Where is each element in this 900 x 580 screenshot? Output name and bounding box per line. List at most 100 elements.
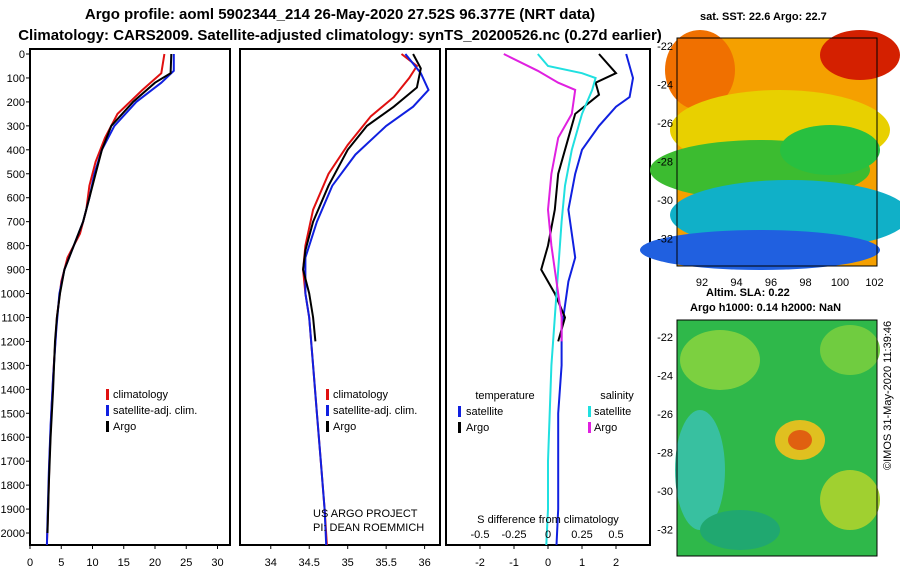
- x-tick-label-secondary: -0.25: [501, 529, 526, 541]
- series-line-temperature-argo: [540, 53, 618, 342]
- map-lat-tick-label: -30: [657, 195, 673, 207]
- map-lat-tick-label: -32: [657, 234, 673, 246]
- legend-swatch: [588, 422, 591, 433]
- series-line-argo: [302, 53, 422, 342]
- x-tick-label: 34: [265, 557, 277, 569]
- sla-patch: [700, 510, 780, 550]
- y-tick-label: 1000: [1, 289, 25, 301]
- legend-label-temp-argo: Argo: [466, 422, 489, 434]
- map-lat-tick-label: -22: [657, 332, 673, 344]
- x-tick-label: 34.5: [299, 557, 320, 569]
- plot-frame-temperature-profile: [29, 48, 231, 546]
- sla-patch: [820, 470, 880, 530]
- series-line-climatology: [45, 53, 166, 546]
- y-tick-label: 900: [7, 265, 25, 277]
- map-lat-tick-label: -28: [657, 157, 673, 169]
- x-tick-label: -2: [475, 557, 485, 569]
- map-lon-tick-label: 100: [831, 277, 849, 289]
- map-lat-tick-label: -24: [657, 371, 673, 383]
- chart-title-line1: Argo profile: aoml 5902344_214 26-May-20…: [84, 6, 596, 23]
- y-tick-label: 1500: [1, 408, 25, 420]
- y-tick-label: 400: [7, 145, 25, 157]
- legend-swatch: [458, 422, 461, 433]
- x-tick-label: 2: [613, 557, 619, 569]
- series-line-satellite-adj-clim-: [304, 53, 430, 546]
- legend-swatch: [326, 389, 329, 400]
- sla-map-title-line2: Argo h1000: 0.14 h2000: NaN: [690, 302, 842, 314]
- legend-label-sal-argo: Argo: [594, 422, 617, 434]
- sst-warm-patch: [820, 30, 900, 80]
- series-line-argo: [46, 53, 173, 534]
- legend-label: climatology: [113, 389, 169, 401]
- sla-map-frame: [676, 319, 878, 557]
- sst-map-title: sat. SST: 22.6 Argo: 22.7: [700, 11, 827, 23]
- map-lat-tick-label: -26: [657, 118, 673, 130]
- x-axis-label: S difference from climatology: [477, 514, 619, 526]
- series-line-temperature-satellite: [555, 53, 635, 546]
- sla-map: [675, 319, 880, 557]
- y-tick-label: 1900: [1, 504, 25, 516]
- y-tick-label: 500: [7, 169, 25, 181]
- legend-heading-temperature: temperature: [475, 390, 534, 402]
- legend-heading-salinity: salinity: [600, 390, 634, 402]
- x-tick-label: 15: [118, 557, 130, 569]
- series-line-salinity-satellite: [537, 53, 597, 546]
- y-tick-label: 800: [7, 241, 25, 253]
- y-tick-label: 1800: [1, 480, 25, 492]
- map-lat-tick-label: -30: [657, 486, 673, 498]
- sla-map-title-line1: Altim. SLA: 0.22: [706, 287, 790, 299]
- x-tick-label: 30: [211, 557, 223, 569]
- legend-label: Argo: [333, 421, 356, 433]
- y-tick-label: 0: [19, 49, 25, 61]
- legend-swatch: [326, 421, 329, 432]
- sla-patch: [820, 325, 880, 375]
- y-tick-label: 700: [7, 217, 25, 229]
- map-lat-tick-label: -32: [657, 525, 673, 537]
- y-tick-label: 1600: [1, 432, 25, 444]
- x-tick-label: 10: [86, 557, 98, 569]
- sst-map-frame: [676, 37, 878, 267]
- x-tick-label-secondary: 0.25: [571, 529, 592, 541]
- x-tick-label-secondary: -0.5: [471, 529, 490, 541]
- sla-patch: [680, 330, 760, 390]
- x-tick-label: 35: [342, 557, 354, 569]
- y-tick-label: 2000: [1, 528, 25, 540]
- x-tick-label: 0: [545, 557, 551, 569]
- map-lon-tick-label: 92: [696, 277, 708, 289]
- sst-cold-band: [640, 230, 880, 270]
- map-lon-tick-label: 96: [765, 277, 777, 289]
- x-tick-label: 5: [58, 557, 64, 569]
- legend-swatch: [106, 405, 109, 416]
- legend-swatch: [458, 406, 461, 417]
- map-lat-tick-label: -28: [657, 448, 673, 460]
- x-tick-label-secondary: 0: [545, 529, 551, 541]
- map-lon-tick-label: 98: [799, 277, 811, 289]
- pi-label: PI: DEAN ROEMMICH: [313, 522, 424, 534]
- legend-label: climatology: [333, 389, 389, 401]
- series-line-climatology: [302, 53, 419, 546]
- x-tick-label: 1: [579, 557, 585, 569]
- sst-green-band: [780, 125, 880, 175]
- y-tick-label: 1300: [1, 360, 25, 372]
- legend-swatch: [588, 406, 591, 417]
- map-lon-tick-label: 94: [730, 277, 742, 289]
- sla-peak-patch: [788, 430, 812, 450]
- x-tick-label: 20: [149, 557, 161, 569]
- y-tick-label: 1400: [1, 384, 25, 396]
- legend-swatch: [106, 389, 109, 400]
- y-tick-label: 200: [7, 97, 25, 109]
- legend-label-sal-satellite: satellite: [594, 406, 631, 418]
- x-tick-label: 35.5: [375, 557, 396, 569]
- x-tick-label: -1: [509, 557, 519, 569]
- sla-patch: [675, 410, 725, 530]
- x-tick-label: 36: [418, 557, 430, 569]
- y-tick-label: 1700: [1, 456, 25, 468]
- map-lon-tick-label: 102: [865, 277, 883, 289]
- legend-label-temp-satellite: satellite: [466, 406, 503, 418]
- y-tick-label: 100: [7, 73, 25, 85]
- y-tick-label: 1100: [1, 312, 25, 324]
- plot-frame-salinity-profile: [239, 48, 441, 546]
- y-tick-label: 1200: [1, 336, 25, 348]
- map-lat-tick-label: -26: [657, 409, 673, 421]
